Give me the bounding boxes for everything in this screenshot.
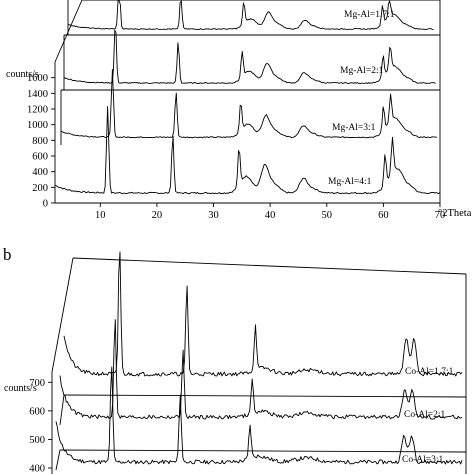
panel-a-y-tick-label: 1600 (27, 73, 48, 84)
panel-a-y-tick-label: 600 (32, 152, 48, 163)
panel-a-x-tick-label: 40 (265, 210, 276, 221)
panel-a-x-tick-label: 30 (208, 210, 219, 221)
panel-a-y-tick-label: 1200 (27, 105, 48, 116)
panel-b-series-label: Co-Al=1.7:1 (405, 367, 454, 377)
panel-a-y-tick-label: 200 (32, 183, 48, 194)
panel-a-x-axis-label: °2Theta (438, 208, 472, 219)
panel-a-x-tick-label: 20 (152, 210, 163, 221)
panel-a-x-tick-label: 50 (322, 210, 333, 221)
panel-a-series-trace (54, 106, 441, 195)
panel-b-series-trace (63, 251, 463, 377)
panel-a-y-tick-label: 800 (32, 136, 48, 147)
panel-b-slab-left-edge (59, 394, 65, 426)
panel-a-y-ticks: 0 200 400 600 800 1000 1200 1400 1600 (27, 73, 55, 210)
panel-b-series-trace (59, 319, 463, 420)
panel-b-series-label: Co-Al=3:1 (402, 455, 443, 465)
panel-a-x-ticks: 10 20 30 40 50 60 70 (95, 203, 445, 221)
panel-b-top-edge (72, 257, 467, 275)
panel-a-x-tick-label: 60 (378, 210, 389, 221)
panel-a-series-trace (67, 0, 434, 30)
panel-b-y-tick-label: 500 (29, 435, 45, 446)
panel-a-y-tick-label: 1000 (27, 120, 48, 131)
panel-a: 0 200 400 600 800 1000 1200 1400 1600 10 20 30 40 50… (6, 0, 472, 221)
panel-b-left-depth-line (51, 257, 74, 373)
panel-b-y-tick-label: 600 (29, 406, 45, 417)
panel-a-series-trace (63, 29, 436, 84)
panel-a-series-label: Mg-Al=1.7:1 (344, 10, 395, 20)
panel-a-y-tick-label: 400 (32, 167, 48, 178)
panel-a-series-label: Mg-Al=4:1 (328, 177, 372, 187)
panel-b-y-tick-label: 400 (29, 464, 45, 474)
panel-b-slab-left-edge (55, 449, 61, 471)
panel-a-y-tick-label: 0 (43, 199, 48, 210)
panel-b-slab-top-edge (63, 394, 467, 398)
panel-a-left-depth-line (54, 0, 83, 63)
panel-b-series-trace (55, 366, 463, 465)
panel-b-y-tick-label: 700 (29, 378, 45, 389)
panel-a-series-trace (60, 69, 437, 139)
panel-b-traces: Co-Al=3:1 Co-Al=2:1 Co-Al=1.7:1 (55, 251, 467, 471)
panel-a-series-label: Mg-Al=2:1 (340, 66, 384, 76)
panel-a-x-tick-label: 70 (435, 210, 446, 221)
panel-a-y-tick-label: 1400 (27, 89, 48, 100)
panel-a-series-label: Mg-Al=3:1 (332, 123, 376, 133)
panel-b-slab-top-edge (59, 449, 467, 453)
panel-a-y-axis-label: counts/s (6, 69, 39, 80)
panel-b: b 400 500 600 700 counts/s Co-Al=3:1 Co-Al=2… (3, 245, 467, 474)
panel-a-x-tick-label: 10 (95, 210, 106, 221)
panel-a-traces: Mg-Al=4:1 Mg-Al=3:1 Mg-Al=2:1 Mg-Al=1.7:1 (54, 0, 441, 195)
panel-b-y-axis-label: counts/s (4, 383, 37, 394)
panel-b-label: b (3, 245, 12, 264)
panel-b-y-ticks: 400 500 600 700 (29, 378, 52, 474)
panel-b-series-label: Co-Al=2:1 (404, 410, 445, 420)
